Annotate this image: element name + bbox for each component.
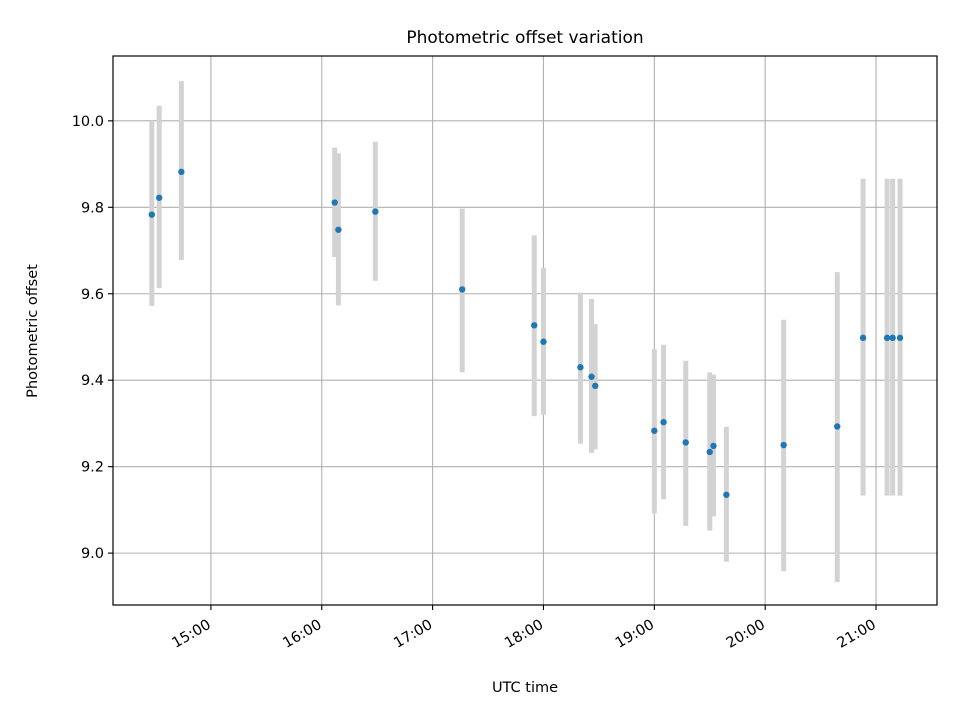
y-tick-label: 9.6 [81, 287, 104, 303]
data-point [710, 442, 717, 450]
data-point [706, 448, 713, 456]
data-point [780, 441, 787, 449]
data-point [372, 208, 379, 215]
data-point [592, 382, 599, 390]
axes-frame [112, 55, 938, 606]
data-point [889, 334, 896, 342]
chart-title: Photometric offset variation [406, 28, 643, 48]
data-point [577, 364, 584, 371]
data-point [458, 286, 466, 293]
data-point [682, 439, 689, 446]
data-point [723, 491, 730, 498]
y-tick-label: 9.8 [81, 200, 104, 216]
data-point [651, 427, 658, 434]
data-points [148, 168, 904, 498]
data-point [331, 199, 338, 206]
data-point [896, 334, 904, 342]
y-tick-label: 9.4 [81, 373, 104, 389]
data-point [834, 423, 841, 430]
data-point [148, 211, 155, 218]
data-point [540, 338, 547, 345]
data-point [155, 194, 163, 201]
y-tick-label: 9.0 [81, 546, 104, 562]
data-point [588, 373, 595, 380]
data-point [178, 168, 185, 176]
data-point [883, 334, 891, 342]
y-tick-label: 9.2 [81, 460, 104, 476]
y-tick-label: 10.0 [72, 114, 104, 130]
data-point [531, 322, 538, 329]
grid [113, 56, 937, 605]
y-axis-label: Photometric offset [25, 264, 41, 398]
data-point [335, 226, 342, 233]
x-axis-label: UTC time [492, 680, 558, 696]
data-point [859, 334, 867, 342]
data-point [660, 418, 667, 426]
